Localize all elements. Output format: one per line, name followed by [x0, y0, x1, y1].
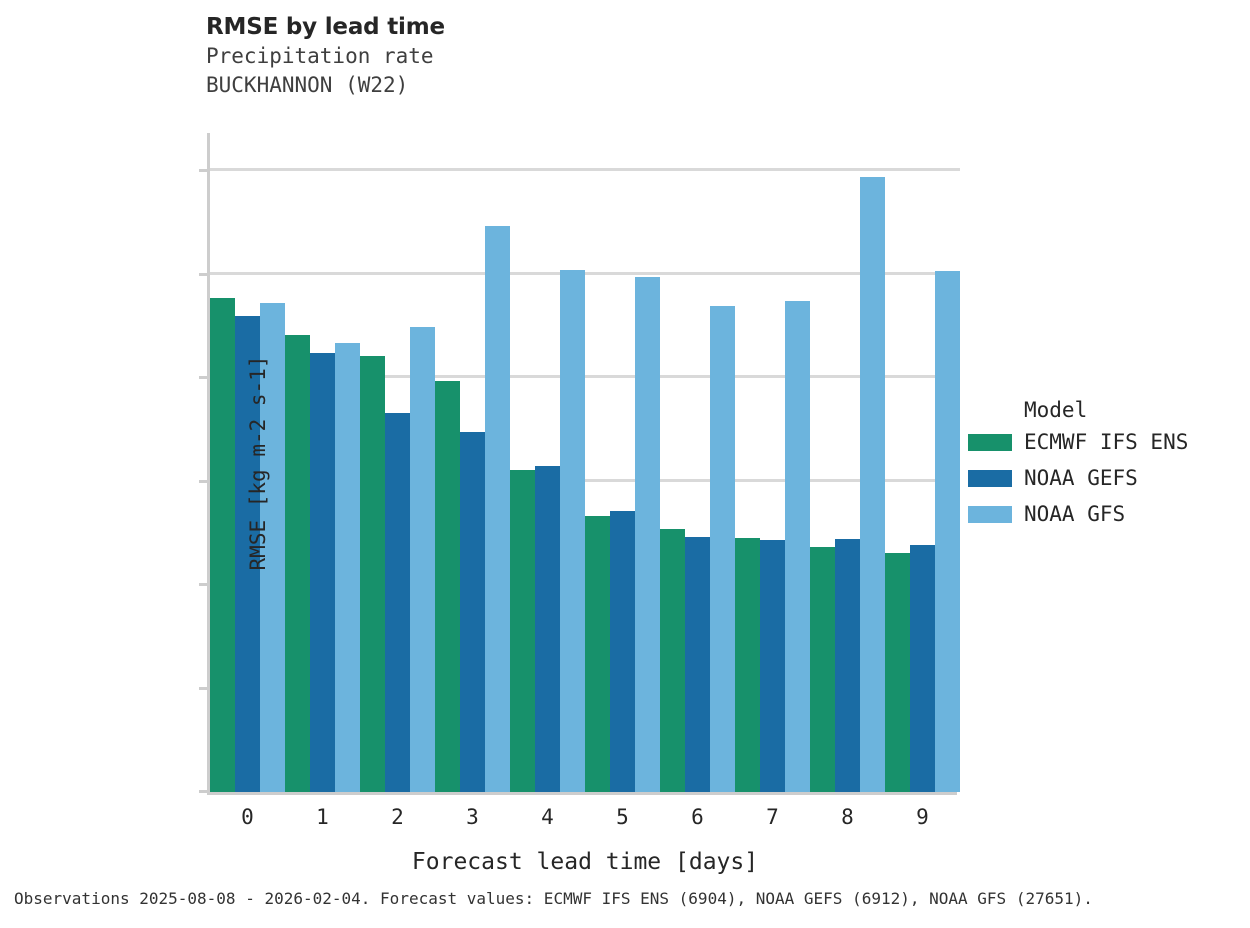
legend-item[interactable]: NOAA GEFS [968, 460, 1250, 496]
page-title: RMSE by lead time [206, 14, 445, 40]
y-tick-mark [199, 376, 208, 380]
bar [660, 528, 685, 792]
x-tick-label: 4 [541, 805, 554, 829]
legend-rows: ECMWF IFS ENS NOAA GEFS NOAA GFS [968, 424, 1250, 532]
x-tick-label: 1 [316, 805, 329, 829]
bar [385, 413, 410, 792]
bar [910, 544, 935, 792]
title-block: RMSE by lead time Precipitation rate BUC… [206, 12, 966, 100]
legend-title: Model [1024, 398, 1088, 422]
x-tick-label: 5 [616, 805, 629, 829]
y-tick-mark [199, 272, 208, 276]
chart-subtitle-station: BUCKHANNON (W22) [206, 73, 409, 97]
bar [735, 537, 760, 792]
legend-item[interactable]: ECMWF IFS ENS [968, 424, 1250, 460]
bar [560, 270, 585, 792]
bar [885, 553, 910, 792]
bar [635, 276, 660, 792]
bar [460, 431, 485, 792]
y-tick-mark [199, 686, 208, 690]
x-tick-label: 0 [241, 805, 254, 829]
bar [210, 297, 235, 792]
bar [710, 306, 735, 792]
bar [410, 327, 435, 792]
bar [835, 539, 860, 792]
bar [360, 356, 385, 792]
gridline [210, 478, 960, 482]
bar [860, 176, 885, 792]
chart-subtitle: Precipitation rate [206, 44, 434, 68]
x-tick-label: 8 [841, 805, 854, 829]
bar [785, 300, 810, 792]
gridline [210, 271, 960, 275]
bar [585, 516, 610, 792]
y-tick-mark [199, 583, 208, 587]
y-tick-mark [199, 790, 208, 793]
bar [260, 303, 285, 792]
legend-swatch [968, 505, 1012, 523]
x-axis-label: Forecast lead time [days] [411, 849, 759, 875]
x-tick-label: 7 [766, 805, 779, 829]
y-tick-mark [199, 479, 208, 483]
bar [235, 315, 260, 792]
bar [535, 465, 560, 792]
legend-swatch [968, 469, 1012, 487]
bar [935, 270, 960, 792]
bar [310, 353, 335, 792]
legend-item[interactable]: NOAA GFS [968, 496, 1250, 532]
bar [810, 547, 835, 792]
plot-area: 0.000000.000020.000040.000060.000080.000… [199, 133, 960, 875]
x-tick-label: 9 [916, 805, 929, 829]
x-tick-label: 6 [691, 805, 704, 829]
gridline [210, 375, 960, 379]
legend-swatch [968, 433, 1012, 451]
bar [485, 226, 510, 792]
y-tick-mark [199, 169, 208, 173]
bar [685, 537, 710, 792]
legend-label: NOAA GFS [1024, 502, 1126, 526]
legend: Model ECMWF IFS ENS NOAA GEFS NOAA GFS [968, 396, 1250, 532]
bar [285, 335, 310, 792]
bar [335, 342, 360, 792]
legend-label: ECMWF IFS ENS [1024, 430, 1189, 454]
x-tick-label: 2 [391, 805, 404, 829]
x-tick-label: 3 [466, 805, 479, 829]
bar [610, 510, 635, 792]
bar [510, 470, 535, 792]
bar [435, 381, 460, 792]
legend-label: NOAA GEFS [1024, 466, 1138, 490]
gridline [210, 168, 960, 172]
bar [760, 540, 785, 792]
footer-note: Observations 2025-08-08 - 2026-02-04. Fo… [14, 889, 1093, 908]
y-axis-label: RMSE [kg m-2 s-1] [246, 355, 270, 570]
